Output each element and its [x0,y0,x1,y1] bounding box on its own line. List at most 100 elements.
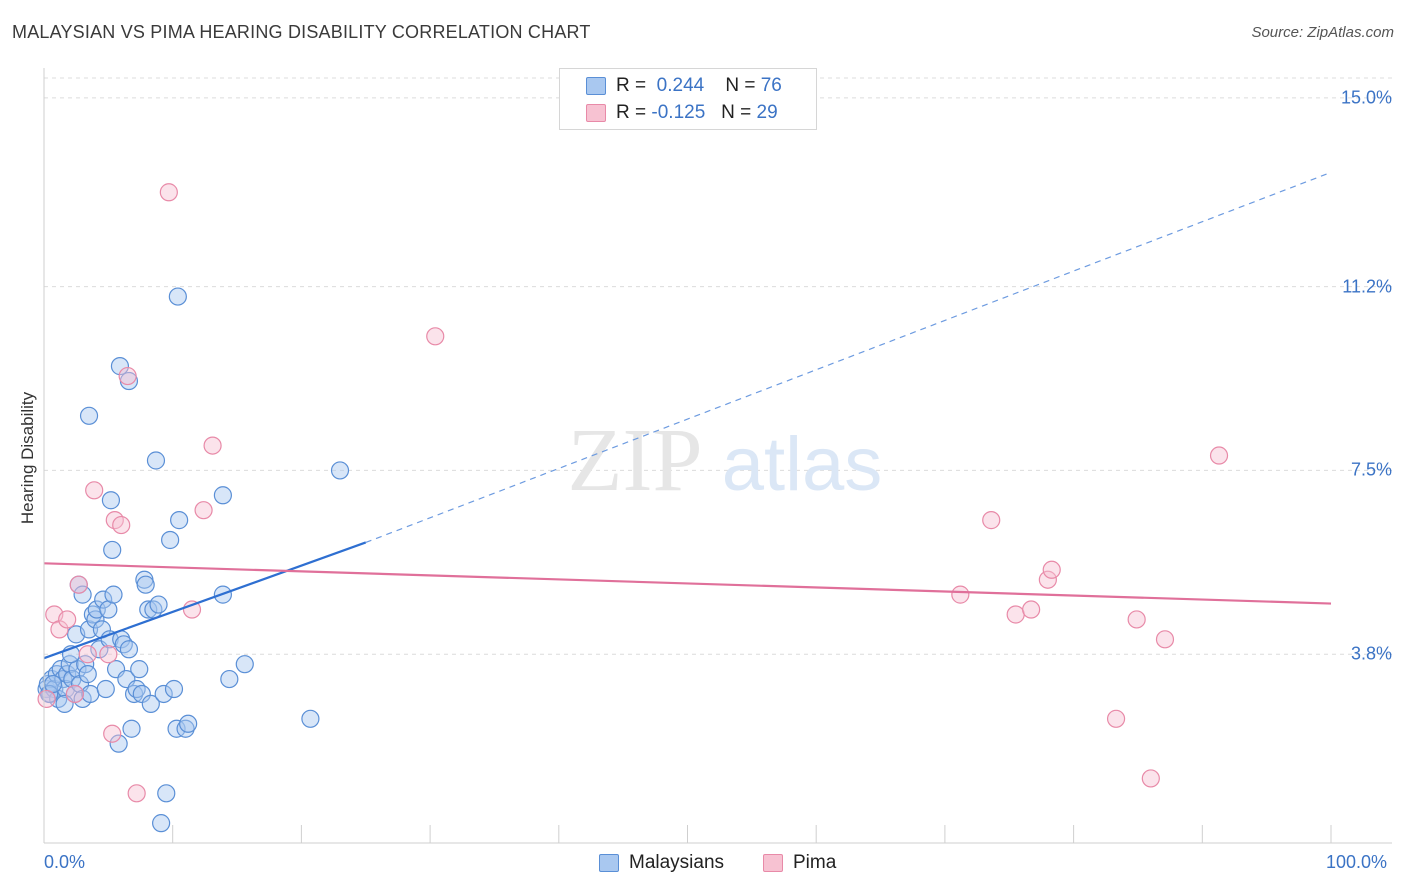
r-value: 0.244 [656,75,705,96]
data-point [1022,600,1041,619]
data-point [124,684,144,704]
data-point [109,734,128,753]
x-tick-label-min: 0.0% [44,852,86,872]
data-point [78,645,97,664]
data-point [73,585,92,604]
data-point [1209,446,1229,465]
chart-title: MALAYSIAN VS PIMA HEARING DISABILITY COR… [12,22,591,42]
watermark-atlas: atlas [722,422,883,507]
y-tick-label: 15.0% [1340,87,1392,108]
data-point [152,814,171,833]
grid [44,77,1392,655]
data-point [1155,630,1175,649]
data-point [79,406,99,425]
x-tick-label-max: 100.0% [1326,852,1388,872]
data-point [101,491,121,510]
data-point [179,714,198,733]
y-tick-label: 11.2% [1342,276,1392,297]
axes [43,68,1392,844]
data-point [1106,709,1126,728]
data-point [1141,769,1160,788]
data-point [330,461,350,480]
legend-item-pima[interactable]: Pima [763,852,836,874]
data-point [161,530,180,550]
series-malaysians [37,287,350,833]
data-point [168,287,187,306]
stats-swatch-pima [586,104,606,122]
legend: Malaysians Pima [0,852,1406,878]
data-point [146,451,166,470]
data-point [81,684,100,704]
data-point [203,436,222,455]
data-point [58,610,77,629]
stats-box: R = 0.244 N = 76 R = -0.125 N = 29 [559,68,817,130]
data-point [103,540,122,560]
data-point [176,719,195,738]
data-point [426,327,445,346]
data-point [982,511,1001,530]
data-point [118,366,137,386]
stats-row-malaysians: R = 0.244 N = 76 [586,75,782,97]
data-point [78,665,97,684]
trend-line-pima [43,562,1332,605]
legend-label: Malaysians [629,852,725,873]
data-point [141,694,160,714]
legend-swatch-pima [763,854,783,872]
data-point [122,719,141,738]
data-point [96,679,115,699]
y-tick-label: 3.8% [1350,643,1392,664]
data-point [130,660,149,679]
data-point [40,684,59,704]
data-point [149,595,168,614]
data-point [1127,610,1146,629]
r-value: -0.125 [651,102,706,123]
data-point [1006,605,1025,624]
data-point [114,635,133,654]
data-point [127,784,146,803]
data-point [154,684,173,704]
data-point [99,645,118,664]
data-point [194,501,213,520]
data-point [159,183,178,202]
legend-item-malaysians[interactable]: Malaysians [599,852,724,874]
data-point [79,620,99,639]
watermark: ZIP atlas [568,411,883,510]
data-point [157,784,176,803]
data-point [110,357,130,376]
data-point [119,640,139,659]
series-pima [37,183,1229,803]
data-point [1038,570,1057,589]
data-point [94,590,113,609]
stats-swatch-malaysians [586,77,606,95]
y-tick-label: 7.5% [1350,459,1392,480]
r-label: R = [616,102,647,123]
n-label: N = [725,75,756,96]
data-point [136,575,155,594]
data-point [235,655,254,674]
watermark-zip: ZIP [568,411,703,510]
legend-label: Pima [793,852,837,873]
n-label: N = [721,102,752,123]
data-point [112,515,131,535]
n-value: 29 [756,102,778,123]
data-point [50,620,69,639]
data-point [182,600,202,619]
data-point [951,585,970,604]
data-point [103,724,122,743]
r-label: R = [616,75,647,96]
trend-lines [43,171,1332,660]
trend-line-malaysians-extension [365,171,1332,544]
legend-swatch-malaysians [599,854,619,872]
data-point [213,486,232,505]
data-point [37,689,56,709]
data-point [170,511,189,530]
data-point [69,575,88,594]
trend-line-malaysians [43,541,367,660]
stats-row-pima: R = -0.125 N = 29 [586,102,778,124]
data-point [139,600,158,619]
data-point [127,679,146,699]
data-point [164,679,184,699]
source-label: Source: ZipAtlas.com [1251,24,1394,41]
data-point [65,684,84,704]
